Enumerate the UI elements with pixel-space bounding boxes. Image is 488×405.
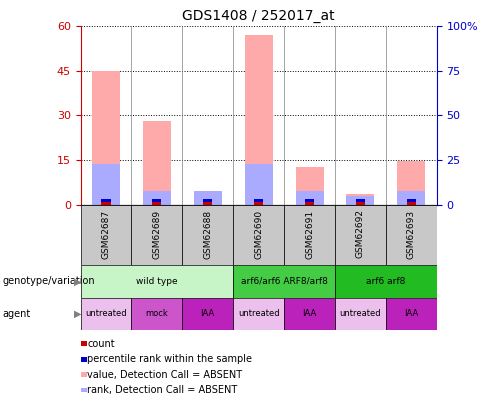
Bar: [143, 122, 171, 205]
Bar: [102, 198, 111, 202]
Text: IAA: IAA: [201, 309, 215, 318]
Text: agent: agent: [2, 309, 31, 319]
Bar: [254, 198, 263, 202]
Bar: [81, 298, 131, 330]
Bar: [152, 198, 162, 202]
Bar: [386, 205, 437, 265]
Text: arf6 arf8: arf6 arf8: [366, 277, 406, 286]
Bar: [356, 199, 365, 202]
Text: GSM62692: GSM62692: [356, 209, 365, 258]
Bar: [244, 35, 273, 205]
Bar: [203, 198, 212, 202]
Bar: [203, 202, 212, 205]
Text: count: count: [87, 339, 115, 349]
Text: untreated: untreated: [85, 309, 127, 318]
Text: GSM62689: GSM62689: [152, 209, 162, 258]
Bar: [254, 202, 263, 205]
Bar: [131, 298, 183, 330]
Bar: [284, 205, 335, 265]
Bar: [346, 196, 374, 205]
Bar: [244, 164, 273, 205]
Bar: [346, 194, 374, 205]
Text: ▶: ▶: [74, 277, 81, 286]
Text: GSM62687: GSM62687: [102, 209, 110, 258]
Text: arf6/arf6 ARF8/arf8: arf6/arf6 ARF8/arf8: [241, 277, 327, 286]
Text: percentile rank within the sample: percentile rank within the sample: [87, 354, 252, 364]
Bar: [183, 205, 233, 265]
Bar: [305, 202, 314, 205]
Text: genotype/variation: genotype/variation: [2, 277, 95, 286]
Bar: [296, 191, 324, 205]
Text: GSM62691: GSM62691: [305, 209, 314, 258]
Bar: [92, 164, 120, 205]
Bar: [81, 205, 131, 265]
Bar: [81, 265, 233, 298]
Bar: [194, 191, 222, 205]
Text: GSM62688: GSM62688: [203, 209, 212, 258]
Text: mock: mock: [145, 309, 168, 318]
Bar: [335, 265, 437, 298]
Bar: [386, 298, 437, 330]
Text: ▶: ▶: [74, 309, 81, 319]
Text: wild type: wild type: [136, 277, 178, 286]
Bar: [407, 202, 416, 205]
Bar: [183, 298, 233, 330]
Bar: [356, 202, 365, 205]
Bar: [233, 298, 284, 330]
Bar: [194, 191, 222, 205]
Text: IAA: IAA: [404, 309, 418, 318]
Title: GDS1408 / 252017_at: GDS1408 / 252017_at: [183, 9, 335, 23]
Text: GSM62693: GSM62693: [407, 209, 416, 258]
Bar: [407, 198, 416, 202]
Bar: [335, 205, 386, 265]
Bar: [102, 202, 111, 205]
Text: GSM62690: GSM62690: [254, 209, 263, 258]
Bar: [296, 167, 324, 205]
Bar: [92, 71, 120, 205]
Bar: [284, 298, 335, 330]
Bar: [233, 265, 335, 298]
Bar: [233, 205, 284, 265]
Text: IAA: IAA: [303, 309, 317, 318]
Text: untreated: untreated: [238, 309, 280, 318]
Bar: [143, 191, 171, 205]
Text: rank, Detection Call = ABSENT: rank, Detection Call = ABSENT: [87, 385, 238, 395]
Text: untreated: untreated: [340, 309, 381, 318]
Bar: [335, 298, 386, 330]
Bar: [397, 162, 426, 205]
Bar: [397, 191, 426, 205]
Bar: [152, 202, 162, 205]
Text: value, Detection Call = ABSENT: value, Detection Call = ABSENT: [87, 370, 243, 379]
Bar: [131, 205, 183, 265]
Bar: [305, 198, 314, 202]
